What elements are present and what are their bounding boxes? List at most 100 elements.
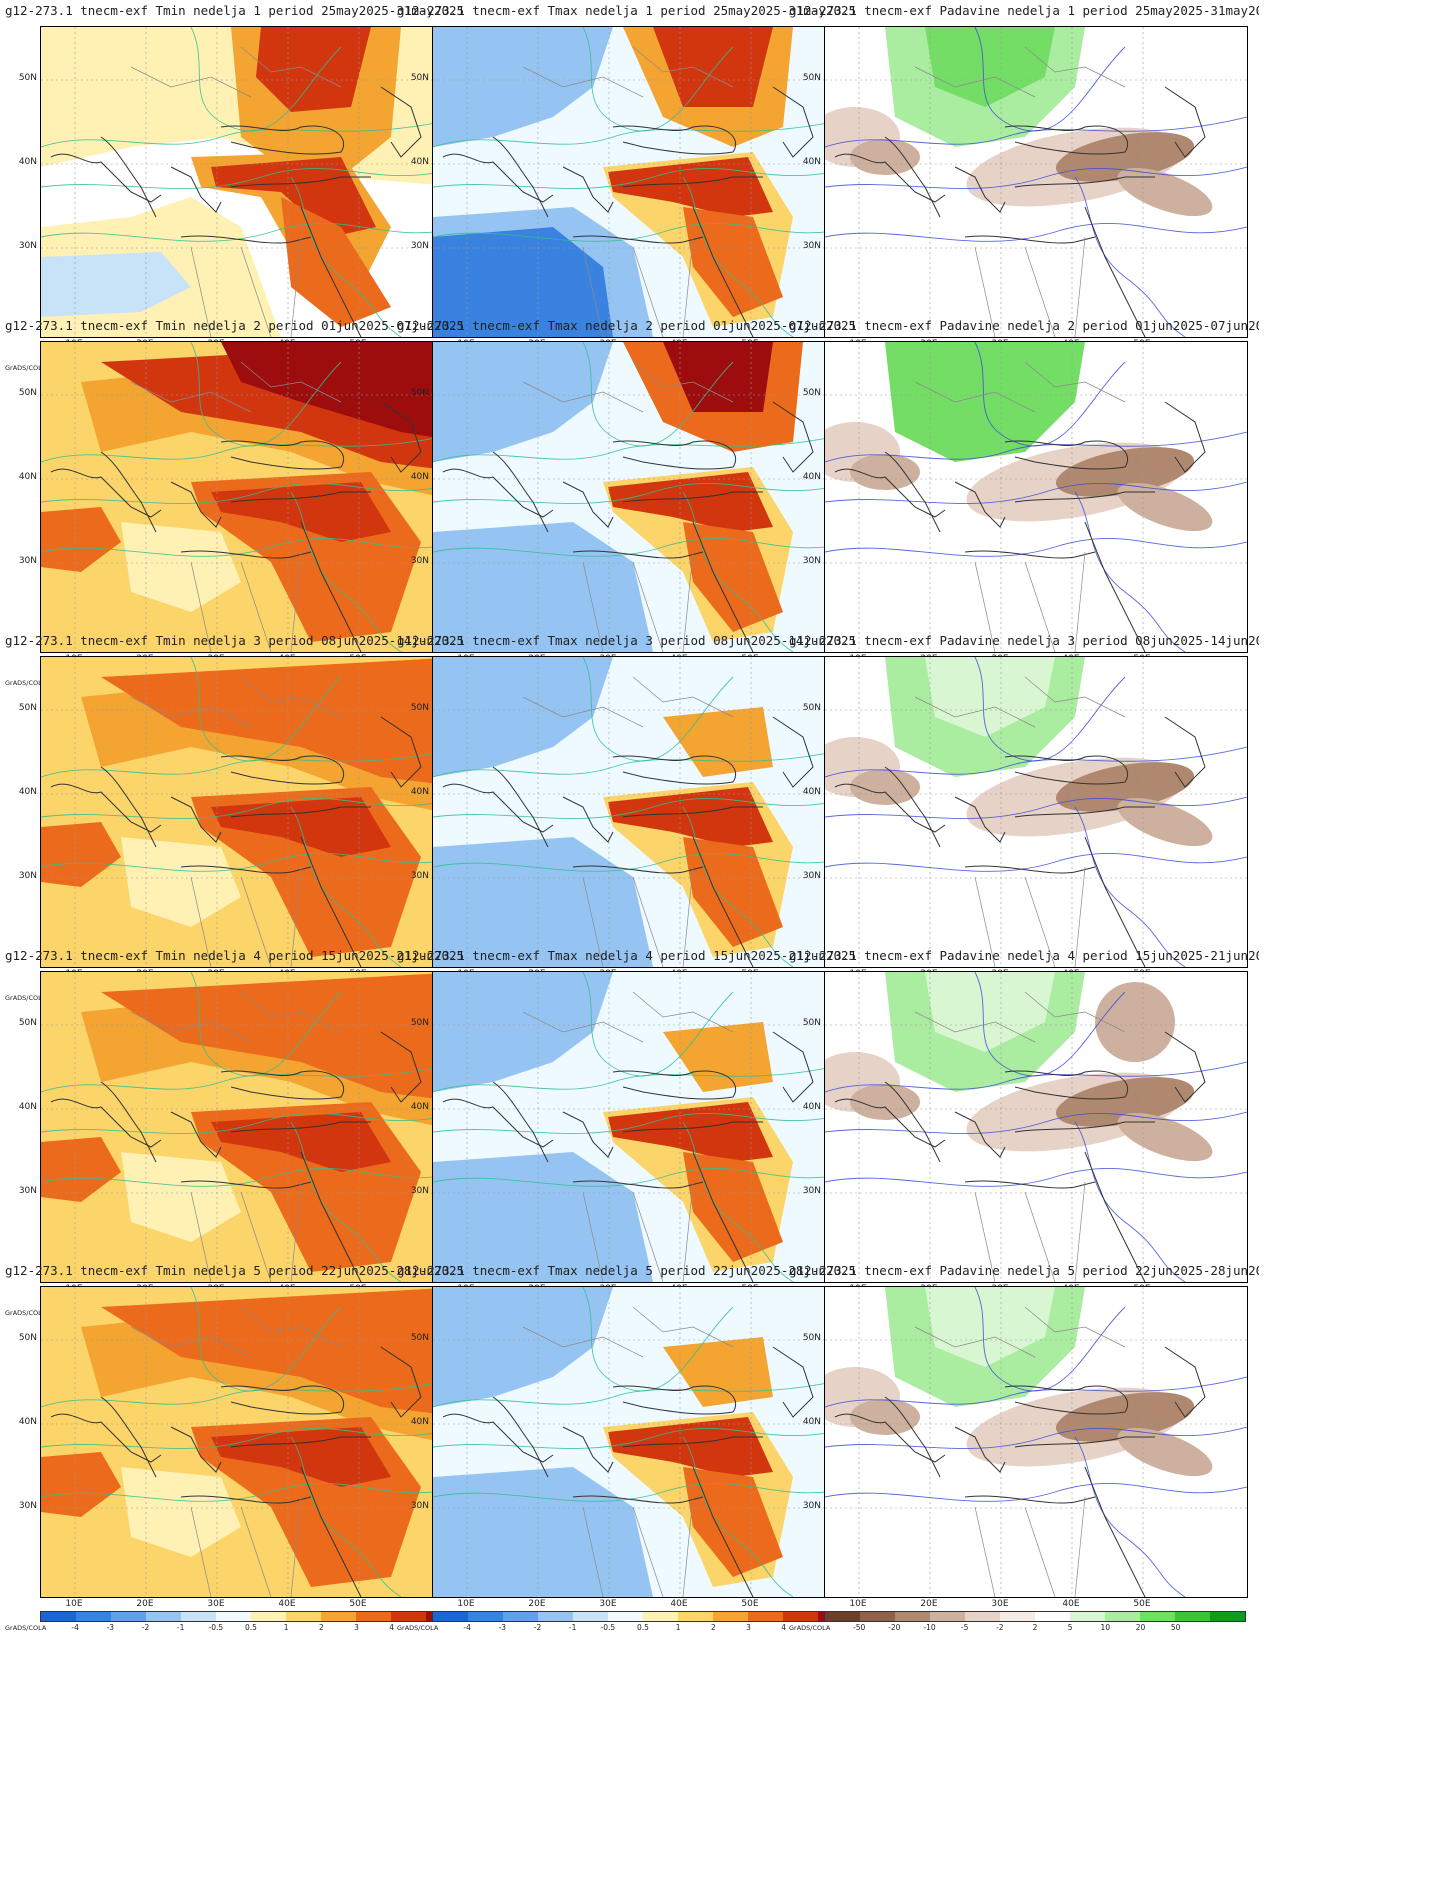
coastline	[230, 491, 371, 503]
coastline	[1084, 836, 1146, 967]
lon-tick-label: 40E	[670, 1599, 688, 1609]
map-panel-tmin-week-3: g12-273.1 tnecm-exf Tmin nedelja 3 perio…	[5, 630, 475, 1005]
field-region	[211, 157, 376, 237]
coastline	[380, 401, 422, 473]
country-border	[974, 876, 996, 967]
lat-tick-label: 30N	[18, 1501, 37, 1511]
coastline	[100, 766, 157, 848]
lat-tick-label: 50N	[802, 1018, 821, 1028]
colorbar-swatch	[1210, 1612, 1245, 1621]
contour-line	[41, 746, 463, 778]
coastline	[884, 136, 941, 218]
coastline	[50, 783, 162, 833]
panel-title: g12-273.1 tnecm-exf Padavine nedelja 4 p…	[789, 948, 1259, 963]
map-field	[41, 27, 463, 337]
contour-line	[825, 1426, 1247, 1449]
coastline	[834, 783, 946, 833]
field-region	[653, 27, 773, 107]
colorbar-label: -50	[853, 1623, 866, 1632]
coastline	[772, 86, 814, 158]
field-region	[683, 1152, 783, 1262]
country-border	[682, 866, 694, 967]
field-region	[121, 837, 241, 927]
lon-tick-label: 40E	[1062, 1599, 1080, 1609]
colorbar-label: -5	[960, 1623, 969, 1632]
colorbar-label: 1	[283, 1623, 289, 1632]
colorbar-label: 50	[1170, 1623, 1181, 1632]
coastline	[100, 1396, 157, 1478]
lat-tick-label: 50N	[18, 388, 37, 398]
lat-tick-label: 50N	[18, 73, 37, 83]
lon-tick-label: 30E	[599, 1599, 617, 1609]
field-region	[1095, 982, 1175, 1062]
coastline	[834, 153, 946, 203]
lat-tick-label: 30N	[802, 871, 821, 881]
contour-line	[825, 431, 1247, 463]
country-border	[1024, 46, 1126, 88]
coastline	[622, 1436, 763, 1448]
field-region	[1117, 1427, 1213, 1477]
map-field	[433, 342, 855, 652]
contour-line	[433, 853, 855, 872]
map-area	[824, 1286, 1248, 1598]
colorbar-swatch	[1035, 1612, 1070, 1621]
field-region	[121, 1467, 241, 1557]
field-region	[663, 707, 773, 777]
coastline	[954, 1426, 1006, 1473]
coastline	[964, 1495, 1096, 1504]
field-region	[256, 27, 371, 112]
field-region	[433, 522, 653, 652]
field-region	[281, 197, 391, 327]
contour-line	[433, 166, 855, 189]
coastline	[492, 766, 549, 848]
contour-line	[825, 1376, 1247, 1408]
contour-line	[825, 1061, 1247, 1093]
panel-title: g12-273.1 tnecm-exf Tmax nedelja 5 perio…	[397, 1263, 857, 1278]
country-border	[632, 361, 734, 403]
field-region	[211, 482, 391, 542]
country-border	[130, 1326, 252, 1358]
coastline	[380, 1346, 422, 1418]
country-border	[1074, 1496, 1086, 1597]
coastline	[170, 1426, 222, 1473]
field-region	[41, 822, 121, 887]
coastline	[622, 176, 763, 188]
contour-line	[41, 116, 463, 148]
map-field	[825, 657, 1247, 967]
country-border	[522, 381, 644, 413]
lat-tick-label: 40N	[18, 157, 37, 167]
coastline	[1164, 716, 1206, 788]
coastline	[1004, 1385, 1128, 1415]
coastline	[692, 1466, 754, 1597]
country-border	[240, 361, 342, 403]
coastline	[442, 153, 554, 203]
lon-tick-label: 30E	[207, 1599, 225, 1609]
colorbar	[824, 1611, 1246, 1622]
coastline	[1014, 806, 1155, 818]
contour-line	[682, 1436, 794, 1597]
country-border	[632, 561, 664, 652]
contour-line	[41, 223, 463, 242]
contour-line	[1074, 806, 1186, 967]
map-area	[824, 971, 1248, 1283]
map-panel-precip-week-2: g12-273.1 tnecm-exf Padavine nedelja 2 p…	[789, 315, 1259, 690]
contour-line	[190, 27, 342, 132]
country-border	[632, 1191, 664, 1282]
coastline	[442, 468, 554, 518]
grads-credit: GrADS/COLA	[5, 679, 47, 687]
field-region	[1117, 1112, 1213, 1162]
coastline	[180, 865, 312, 874]
contour-line	[1074, 491, 1186, 652]
colorbar-label: 2	[318, 1623, 324, 1632]
lon-tick-label: 50E	[1133, 1599, 1151, 1609]
field-region	[41, 1137, 121, 1202]
field-region	[683, 207, 783, 317]
lat-tick-label: 50N	[410, 1018, 429, 1028]
contour-line	[433, 1376, 855, 1408]
lat-tick-label: 50N	[802, 703, 821, 713]
field-region	[925, 342, 1055, 422]
colorbar-label: 20	[1135, 1623, 1146, 1632]
field-region	[211, 797, 391, 857]
colorbar-swatch	[713, 1612, 748, 1621]
country-border	[130, 1011, 252, 1043]
